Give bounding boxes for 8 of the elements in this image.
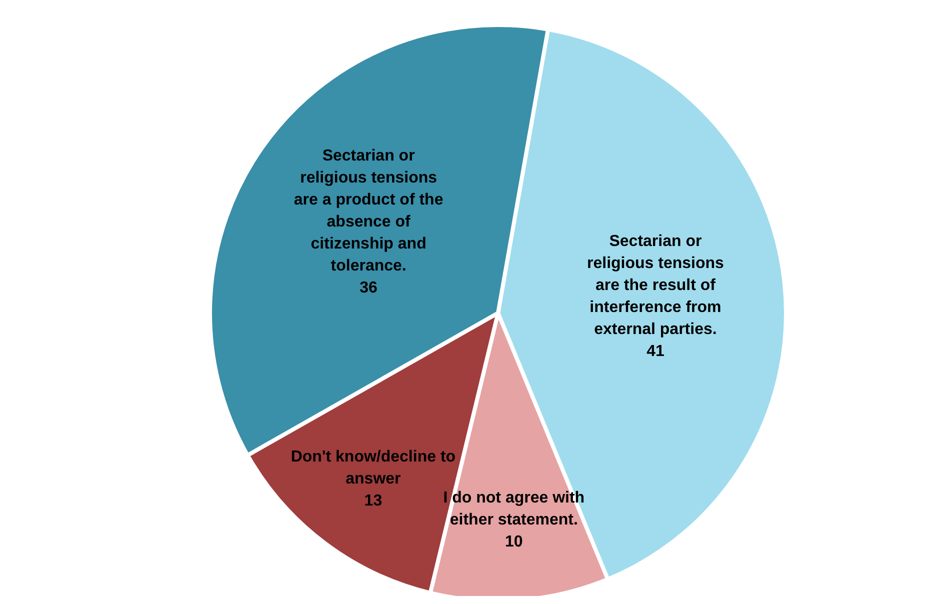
slice-label: Sectarian or religious tensions are the result of interference from external parties. — [587, 232, 724, 338]
slice-label: I do not agree with either statement. — [443, 489, 585, 528]
data-label: 36 — [360, 279, 378, 296]
slice-label: Don't know/decline to answer — [290, 448, 456, 488]
data-label: 10 — [505, 533, 523, 550]
data-label: 41 — [646, 342, 664, 360]
data-label: 13 — [364, 492, 382, 510]
slice-label: Sectarian or religious tensions are a product of the absence of citizenship and tolerance. — [294, 147, 444, 274]
